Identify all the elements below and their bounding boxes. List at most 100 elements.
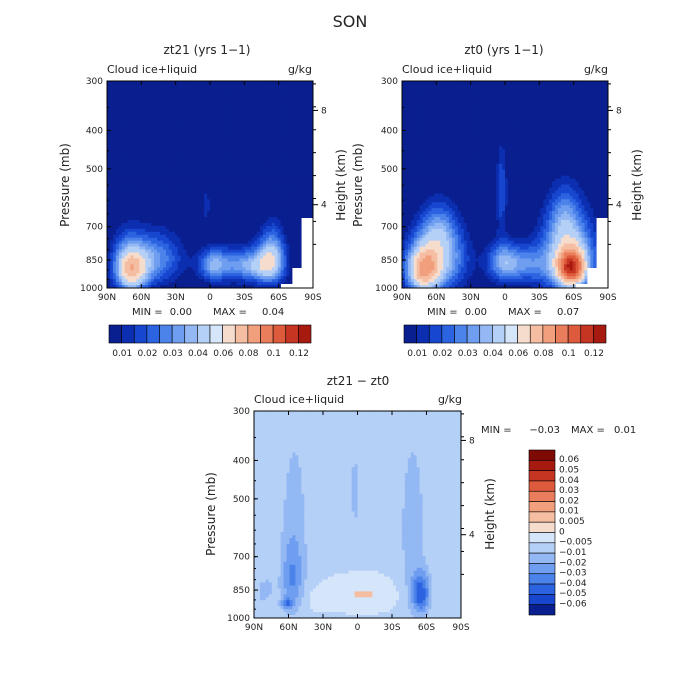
panel-zt0: zt0 (yrs 1−1) Cloud ice+liquid g/kg 300 4…: [351, 43, 644, 359]
xtick-label: 30S: [531, 293, 548, 303]
colorbar-box: [222, 324, 236, 344]
panel-diff: zt21 − zt0 Cloud ice+liquid g/kg 3004005…: [204, 374, 636, 633]
colorbar-label: 0.08: [238, 349, 258, 359]
panel-zt21: zt21 (yrs 1−1) Cloud ice+liquid g/kg 300…: [58, 43, 348, 359]
panel-zt0-ylabel-right: Height (km): [630, 149, 644, 220]
ytick-label: 1000: [227, 614, 250, 624]
colorbar-label: 0.02: [559, 496, 579, 506]
xtick-label: 90N: [393, 293, 411, 303]
colorbar-box: [593, 324, 607, 344]
colorbar-box: [108, 324, 122, 344]
colorbar-box: [528, 511, 556, 523]
colorbar-box: [146, 324, 160, 344]
colorbar-box: [542, 324, 556, 344]
xtick-label: 30N: [314, 623, 332, 633]
colorbar-label: 0.1: [267, 349, 281, 359]
ytick-label: 1000: [80, 284, 103, 294]
panel-zt0-min-value: 0.00: [465, 307, 487, 318]
ytick-label: 850: [233, 586, 250, 596]
colorbar-box: [247, 324, 261, 344]
page-title: SON: [333, 12, 368, 31]
contour-field: [402, 81, 608, 288]
panel-zt21-ylabel: Pressure (mb): [58, 143, 72, 227]
colorbar-box: [441, 324, 455, 344]
panel-diff-max-value: 0.01: [614, 425, 636, 436]
panel-zt0-ylabel: Pressure (mb): [351, 143, 365, 227]
colorbar-label: 0.1: [562, 349, 576, 359]
colorbar-label: 0.03: [163, 349, 183, 359]
colorbar-box: [171, 324, 186, 344]
panel-zt21-subtitle-right: g/kg: [288, 63, 312, 76]
colorbar-box: [528, 583, 556, 595]
panel-zt21-title: zt21 (yrs 1−1): [164, 43, 251, 57]
xtick-label: 90S: [599, 293, 616, 303]
ytick-label: 1000: [375, 284, 398, 294]
xtick-label: 60S: [418, 623, 435, 633]
colorbar-box: [528, 470, 556, 482]
panel-zt0-max-value: 0.07: [557, 307, 579, 318]
colorbar-box: [197, 324, 211, 344]
colorbar-box: [517, 324, 531, 344]
panel-diff-title: zt21 − zt0: [327, 374, 390, 388]
colorbar-box: [528, 573, 556, 585]
colorbar-box: [209, 324, 223, 344]
panel-zt0-subtitle-right: g/kg: [584, 63, 608, 76]
colorbar-box: [492, 324, 506, 344]
colorbar-label: 0.02: [137, 349, 157, 359]
panel-zt21-ylabel-right: Height (km): [334, 149, 348, 220]
colorbar-box: [580, 324, 594, 344]
colorbar-box: [121, 324, 135, 344]
colorbar-label: 0.02: [432, 349, 452, 359]
xtick-label: 30N: [167, 293, 185, 303]
colorbar-box: [528, 563, 556, 575]
panel-zt21-min-label: MIN =: [132, 307, 163, 318]
panel-diff-min-label: MIN =: [481, 425, 512, 436]
ytick-label: 400: [233, 456, 250, 466]
xtick-label: 60S: [565, 293, 582, 303]
colorbar-box: [159, 324, 173, 344]
colorbar-label: 0.12: [289, 349, 309, 359]
panel-zt21-colorbar: 0.01 0.02 0.03 0.04 0.06 0.08 0.1 0.12: [108, 324, 312, 359]
panel-diff-max-label: MAX =: [571, 425, 605, 436]
ytick-label: 300: [233, 407, 250, 417]
ytick-label: 700: [233, 553, 250, 563]
contour-field: [107, 81, 313, 288]
xtick-label: 60N: [427, 293, 445, 303]
ytick-label: 500: [233, 495, 250, 505]
xtick-label: 60N: [132, 293, 150, 303]
colorbar-label: 0.12: [584, 349, 604, 359]
colorbar-box: [454, 324, 468, 344]
colorbar-box: [528, 552, 556, 564]
colorbar-box: [528, 460, 556, 471]
panel-diff-ylabel: Pressure (mb): [204, 472, 218, 556]
xtick-label: 90S: [452, 623, 469, 633]
panel-diff-colorbar: 0.060.050.040.030.020.010.0050−0.005−0.0…: [528, 449, 592, 616]
colorbar-box: [184, 324, 198, 344]
xtick-label: 90N: [98, 293, 116, 303]
colorbar-box: [528, 604, 556, 616]
ytick-right-label: 8: [321, 106, 327, 116]
ytick-right-label: 4: [469, 531, 475, 541]
ytick-label: 700: [381, 223, 398, 233]
colorbar-label: −0.06: [559, 600, 587, 610]
panel-zt21-max-value: 0.04: [262, 307, 284, 318]
ytick-label: 850: [86, 256, 103, 266]
ytick-right-label: 4: [321, 201, 327, 211]
xtick-label: 0: [355, 623, 361, 633]
colorbar-box: [285, 324, 299, 344]
colorbar-label: 0.06: [508, 349, 528, 359]
colorbar-label: 0.03: [559, 486, 579, 496]
panel-zt0-subtitle-left: Cloud ice+liquid: [402, 63, 492, 76]
ytick-label: 500: [86, 165, 103, 175]
xtick-label: 30N: [462, 293, 480, 303]
colorbar-label: 0.06: [559, 455, 579, 465]
colorbar-label: −0.01: [559, 548, 587, 558]
colorbar-box: [428, 324, 443, 344]
xtick-label: 0: [207, 293, 213, 303]
colorbar-box: [416, 324, 430, 344]
ytick-label: 400: [86, 126, 103, 136]
ytick-label: 300: [381, 77, 398, 87]
colorbar-box: [528, 501, 556, 513]
colorbar-label: −0.04: [559, 579, 587, 589]
colorbar-label: 0.04: [559, 476, 579, 486]
